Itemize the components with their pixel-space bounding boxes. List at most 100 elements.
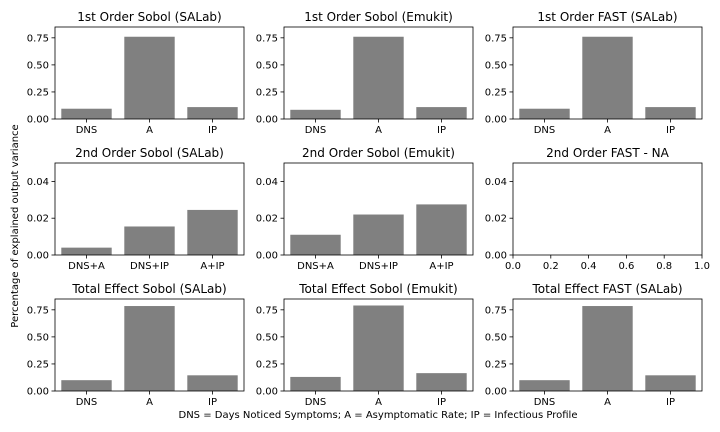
x-tick-label: DNS+A [68, 261, 105, 272]
x-tick-label: DNS [305, 125, 327, 136]
y-tick-label: 0.25 [485, 87, 507, 98]
x-tick-label: A [604, 125, 611, 136]
x-tick-label: 0.2 [543, 261, 559, 272]
chart-panel: 1st Order Sobol (Emukit) DNS A IP 0.00 0.25 0.… [256, 10, 474, 136]
x-tick-label: 0.4 [581, 261, 597, 272]
chart-title: Total Effect Sobol (Emukit) [298, 282, 457, 296]
y-tick-label: 0.75 [27, 33, 49, 44]
y-tick-label: 0.75 [485, 305, 507, 316]
x-tick-label: A [146, 397, 153, 408]
y-tick-label: 0.00 [27, 387, 49, 398]
x-tick-label: A [604, 397, 611, 408]
axes-frame [283, 298, 474, 392]
bar [416, 204, 467, 255]
x-tick-label: IP [437, 397, 446, 408]
axes-frame [512, 26, 703, 120]
x-tick-label: IP [208, 397, 217, 408]
y-tick-label: 0.00 [485, 251, 507, 262]
y-tick-label: 0.02 [27, 214, 49, 225]
y-tick-label: 0.25 [256, 359, 278, 370]
y-tick-label: 0.50 [485, 332, 507, 343]
bar [124, 306, 175, 391]
y-tick-label: 0.25 [485, 359, 507, 370]
x-tick-label: IP [666, 125, 675, 136]
x-tick-label: DNS+IP [359, 261, 398, 272]
x-tick-label: DNS [76, 397, 98, 408]
chart-title: 2nd Order Sobol (Emukit) [302, 146, 455, 160]
y-tick-label: 0.00 [256, 115, 278, 126]
y-tick-label: 0.75 [485, 33, 507, 44]
chart-panel: Total Effect Sobol (SALab) DNS A IP 0.00 0.25… [27, 282, 245, 408]
bar [353, 305, 404, 391]
x-tick-label: A [375, 125, 382, 136]
x-tick-label: 0.8 [656, 261, 672, 272]
y-tick-label: 0.75 [256, 305, 278, 316]
y-tick-label: 0.50 [27, 60, 49, 71]
axes-frame [54, 26, 245, 120]
bar [290, 234, 341, 255]
bar [187, 375, 238, 391]
bar [582, 306, 633, 391]
x-tick-label: DNS [76, 125, 98, 136]
axes-frame [512, 298, 703, 392]
bar [416, 373, 467, 391]
chart-title: 1st Order Sobol (Emukit) [304, 10, 453, 24]
x-tick-label: A [146, 125, 153, 136]
x-tick-label: DNS [534, 397, 556, 408]
bar [124, 36, 175, 119]
chart-panel: Total Effect FAST (SALab) DNS A IP 0.00 0.25 0… [485, 282, 703, 408]
y-tick-label: 0.50 [256, 332, 278, 343]
x-tick-label: DNS+A [297, 261, 334, 272]
y-tick-label: 0.04 [485, 177, 507, 188]
y-tick-label: 0.00 [485, 115, 507, 126]
chart-panel: 2nd Order Sobol (Emukit) DNS+A DNS+IP A+IP 0… [256, 146, 474, 272]
y-tick-label: 0.75 [256, 33, 278, 44]
y-tick-label: 0.75 [27, 305, 49, 316]
y-tick-label: 0.00 [27, 115, 49, 126]
x-tick-label: DNS+IP [130, 261, 169, 272]
x-tick-label: A+IP [200, 261, 224, 272]
bar [290, 109, 341, 119]
y-tick-label: 0.02 [256, 214, 278, 225]
x-tick-label: 0.6 [618, 261, 634, 272]
bar [353, 36, 404, 119]
bar [61, 108, 112, 119]
chart-title: 2nd Order Sobol (SALab) [75, 146, 224, 160]
bar [645, 375, 696, 391]
x-tick-label: DNS [305, 397, 327, 408]
bar [353, 214, 404, 255]
chart-title: 1st Order FAST (SALab) [537, 10, 677, 24]
chart-panel: Total Effect Sobol (Emukit) DNS A IP 0.00 0.2… [256, 282, 474, 408]
chart-title: Total Effect FAST (SALab) [531, 282, 682, 296]
axes-frame [54, 298, 245, 392]
bar [519, 108, 570, 119]
y-tick-label: 0.00 [485, 387, 507, 398]
x-tick-label: DNS [534, 125, 556, 136]
bar [645, 107, 696, 119]
y-tick-label: 0.00 [256, 251, 278, 262]
y-tick-label: 0.04 [27, 177, 49, 188]
axes-frame [283, 162, 474, 256]
y-tick-label: 0.00 [27, 251, 49, 262]
bar [416, 107, 467, 119]
x-tick-label: 0.0 [505, 261, 521, 272]
x-tick-label: A [375, 397, 382, 408]
y-tick-label: 0.50 [256, 60, 278, 71]
bar [187, 209, 238, 255]
bar [61, 247, 112, 255]
y-tick-label: 0.25 [27, 359, 49, 370]
x-tick-label: IP [208, 125, 217, 136]
bar [124, 226, 175, 255]
chart-title: Total Effect Sobol (SALab) [71, 282, 226, 296]
y-tick-label: 0.50 [485, 60, 507, 71]
bar [582, 36, 633, 119]
axes-frame [283, 26, 474, 120]
axes-frame [512, 162, 703, 256]
chart-title: 2nd Order FAST - NA [546, 146, 669, 160]
chart-panel: 2nd Order FAST - NA 0.0 0.2 0.4 0.6 0.8 1.0 0.0… [485, 146, 710, 272]
chart-title: 1st Order Sobol (SALab) [77, 10, 221, 24]
axes-frame [54, 162, 245, 256]
x-tick-label: IP [437, 125, 446, 136]
bar [61, 380, 112, 391]
